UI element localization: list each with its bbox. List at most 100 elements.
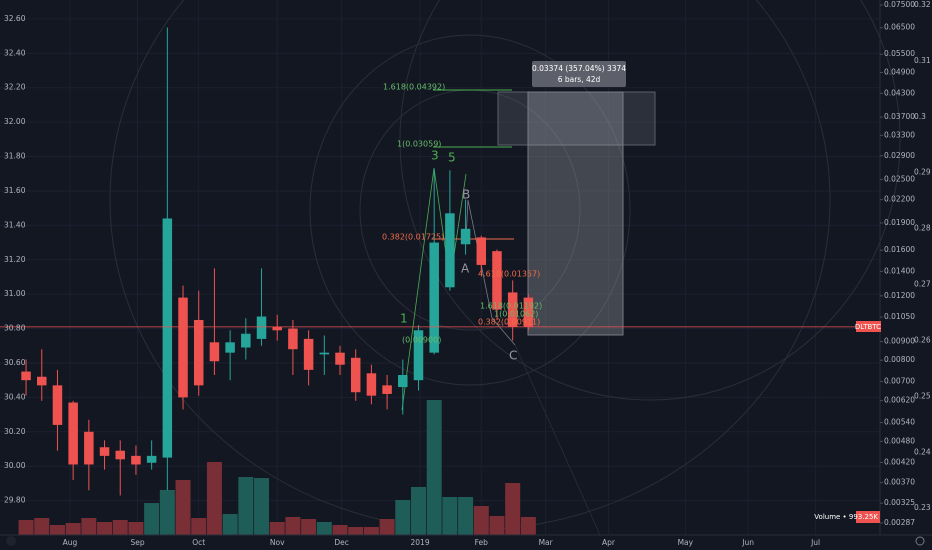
annotation: B (462, 188, 470, 202)
arc (399, 0, 901, 401)
trend (514, 344, 601, 536)
x-tick-label: Sep (130, 538, 144, 547)
volume-bar (426, 400, 442, 535)
grid (0, 0, 880, 535)
x-tick-label: Oct (192, 538, 205, 547)
x-tick-label: Feb (475, 538, 489, 547)
volume-bar (505, 483, 521, 535)
y3-tick-label: 0.28 (914, 224, 931, 233)
range-box (527, 91, 624, 336)
volume-bar (379, 519, 395, 535)
x-tick-label: May (678, 538, 694, 547)
y2-tick-label: 0.00370 (884, 478, 915, 487)
y2-tick-label: 0.00287 (884, 518, 915, 527)
y2-tick-label: 0.02900 (884, 151, 915, 160)
x-tick-label: Apr (602, 538, 616, 547)
y-tick-label: 32.20 (4, 83, 26, 92)
candle-body (288, 328, 298, 350)
y3-tick-label: 0.29 (914, 168, 931, 177)
y-tick-label: 30.40 (4, 392, 26, 401)
candle-body (319, 352, 330, 355)
volume-bar (473, 505, 489, 535)
y-tick-label: 31.20 (4, 255, 26, 264)
x-tick-label: 2019 (411, 538, 430, 547)
annotation: 1 (400, 312, 408, 326)
y3-tick-label: 0.24 (914, 447, 931, 456)
y2-tick-label: 0.00900 (884, 337, 915, 346)
volume-bar (222, 514, 238, 535)
y3-tick-label: 0.32 (914, 0, 931, 9)
settings-icon[interactable] (915, 536, 925, 546)
volume-bar (489, 515, 505, 535)
annotation: 0.382(0.00911) (478, 318, 540, 327)
x-tick-label: Jul (810, 538, 820, 547)
y2-tick-label: 0.01050 (884, 312, 915, 321)
volume-bar (49, 525, 65, 535)
candle-body (523, 297, 534, 327)
candle-body (131, 455, 141, 465)
candle-body (335, 352, 345, 365)
candle-body (476, 237, 487, 265)
y2-tick-label: 0.00800 (884, 355, 915, 364)
y2-tick-label: 0.04900 (884, 68, 915, 77)
annotation: 5 (448, 151, 456, 165)
candle-body (398, 375, 408, 388)
x-tick-label: Jun (741, 538, 754, 547)
volume-bar (97, 521, 113, 535)
arc (309, 34, 631, 386)
measure-label: 0.03374 (357.04%) 3374 (532, 64, 626, 73)
y3-tick-label: 0.25 (914, 391, 931, 400)
annotation: A (461, 262, 470, 276)
y2-tick-label: 0.00325 (884, 498, 915, 507)
logo-icon[interactable] (6, 536, 16, 546)
plot (0, 27, 880, 535)
candle-body (52, 385, 63, 425)
volume-bar (285, 516, 301, 535)
y2-tick-label: 0.06500 (884, 23, 915, 32)
candle-body (193, 319, 204, 386)
y-tick-label: 31.40 (4, 220, 26, 229)
candle-body (37, 376, 47, 386)
axes: 29.80 30.00 30.20 30.40 30.60 30.80 31.00 31.20… (4, 0, 931, 547)
candle-body (99, 447, 110, 456)
volume-bar (191, 518, 207, 535)
candle-body (413, 330, 424, 381)
x-tick-label: Nov (270, 538, 285, 547)
y2-tick-label: 0.05500 (884, 49, 915, 58)
x-tick-label: Mar (539, 538, 554, 547)
volume-bar (254, 478, 270, 535)
y2-tick-label: 0.00420 (884, 458, 915, 467)
volume-tag-bg (856, 511, 880, 523)
candle-body (460, 228, 471, 245)
wave (401, 167, 467, 411)
annotation: 1.618(0.01192) (480, 302, 542, 311)
annotation: 4.618(0.01357) (478, 270, 540, 279)
y3-tick-label: 0.3 (914, 112, 926, 121)
candle-body (84, 431, 94, 465)
y-tick-label: 30.20 (4, 427, 26, 436)
volume-bar (301, 519, 317, 535)
volume-bar (206, 461, 222, 535)
candle-body (366, 373, 377, 396)
volume-bar (395, 500, 411, 535)
volume-bar (348, 526, 364, 535)
y-tick-label: 31.60 (4, 186, 26, 195)
volume-bar (363, 526, 379, 535)
candle-body (303, 338, 314, 370)
volume-bar (410, 486, 426, 535)
y-tick-label: 32.00 (4, 117, 26, 126)
y3-tick-label: 0.31 (914, 56, 931, 65)
y2-tick-label: 0.02500 (884, 174, 915, 183)
volume-bar (175, 480, 191, 535)
candle-body (507, 292, 518, 327)
candle-body (382, 385, 392, 394)
x-tick-label: Dec (334, 538, 349, 547)
y2-tick-label: 0.02200 (884, 195, 915, 204)
candle-body (162, 218, 173, 458)
volume-bar (128, 521, 144, 535)
y-tick-label: 32.40 (4, 48, 26, 57)
y2-tick-label: 0.04300 (884, 88, 915, 97)
y-tick-label: 32.60 (4, 14, 26, 23)
y2-tick-label: 0.00540 (884, 418, 915, 427)
